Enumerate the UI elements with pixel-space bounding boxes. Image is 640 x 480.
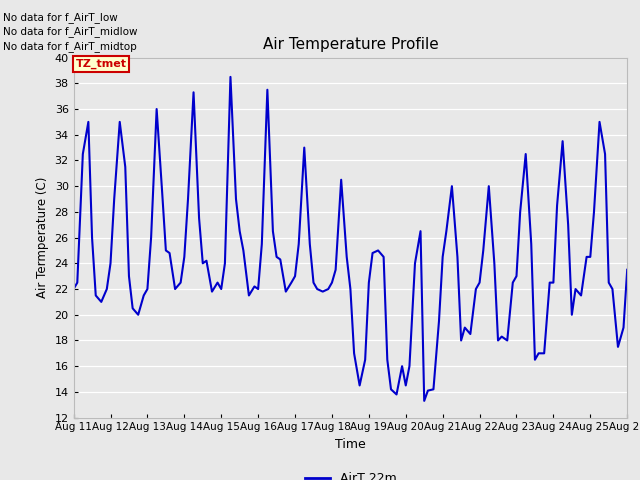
X-axis label: Time: Time <box>335 438 366 451</box>
Text: TZ_tmet: TZ_tmet <box>76 59 127 69</box>
Y-axis label: Air Termperature (C): Air Termperature (C) <box>36 177 49 298</box>
Title: Air Temperature Profile: Air Temperature Profile <box>262 37 438 52</box>
Text: No data for f_AirT_midtop: No data for f_AirT_midtop <box>3 41 137 52</box>
Legend: AirT 22m: AirT 22m <box>300 467 401 480</box>
Text: No data for f_AirT_low: No data for f_AirT_low <box>3 12 118 23</box>
Text: No data for f_AirT_midlow: No data for f_AirT_midlow <box>3 26 138 37</box>
